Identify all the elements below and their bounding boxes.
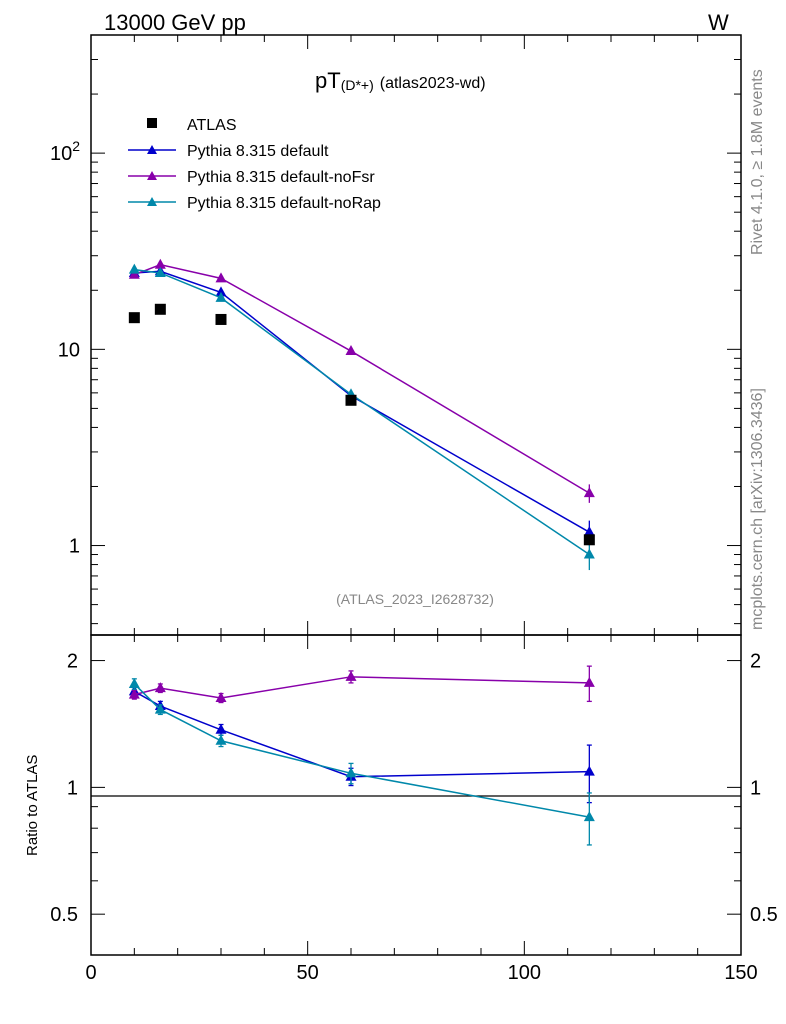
ratio-line-pythia-8-315-default [133,690,590,778]
point-pythia-8-315-default-nofsr [154,258,166,269]
ratio-y-tick-label-right: 0.5 [750,904,778,926]
ratio-point-pythia-8-315-default-nofsr [583,676,595,687]
atlas-data-point [154,303,166,315]
x-tick-label: 0 [85,962,96,984]
legend-marker-atlas [147,118,157,128]
ratio-point-pythia-8-315-default [215,723,227,734]
atlas-data-point [583,534,595,546]
ratio-frame [90,634,742,956]
ratio-point-pythia-8-315-default [583,765,595,776]
legend-marker-default [147,145,157,154]
point-pythia-8-315-default-norap [215,291,227,302]
header-right: W [708,10,729,35]
atlas-data-points [128,303,595,546]
ratio-series-layer [128,665,595,846]
series-line-pythia-8-315-default-norap [134,268,590,556]
x-tick-label: 150 [724,962,757,984]
point-pythia-8-315-default-norap [154,266,166,277]
ratio-point-pythia-8-315-default-nofsr [128,688,140,699]
x-tick-label: 100 [508,962,541,984]
title-tail: (atlas2023-wd) [380,75,486,92]
x-axis-ticks: 0 50 100 150 [85,35,758,984]
ratio-point-pythia-8-315-default-norap [128,677,140,688]
main-y-tick-label: 102 [50,138,80,165]
point-pythia-8-315-default [215,286,227,297]
ratio-y-tick-label-left: 0.5 [50,904,78,926]
ratio-point-pythia-8-315-default-nofsr [345,670,357,681]
ratio-point-pythia-8-315-default-norap [215,734,227,745]
legend: ATLAS Pythia 8.315 default Pythia 8.315 … [128,117,381,212]
rivet-label: Rivet 4.1.0, ≥ 1.8M events [749,69,766,255]
ratio-point-pythia-8-315-default-nofsr [154,682,166,693]
point-pythia-8-315-default-norap [128,263,140,274]
x-tick-label: 50 [297,962,319,984]
atlas-data-point [215,313,227,325]
ratio-y-tick-label-right: 1 [750,777,761,799]
ratio-line-pythia-8-315-default-nofsr [134,676,590,699]
series-line-pythia-8-315-default-nofsr [134,263,590,494]
main-y-tick-label: 10 [58,339,80,361]
analysis-tag: (ATLAS_2023_I2628732) [336,591,494,607]
mcplots-label: mcplots.cern.ch [arXiv:1306.3436] [749,388,766,630]
main-y-tick-label: 1 [69,536,80,558]
point-pythia-8-315-default-nofsr [128,268,140,279]
point-pythia-8-315-default-nofsr [215,272,227,283]
atlas-data-point [345,394,357,406]
title-main: pT [315,68,341,93]
atlas-data-point [128,312,140,324]
ratio-point-pythia-8-315-default-norap [583,811,595,822]
legend-marker-nofsr [147,171,157,180]
ratio-point-pythia-8-315-default-norap [154,703,166,714]
point-pythia-8-315-default-nofsr [345,345,357,356]
ratio-y-tick-label-right: 2 [750,651,761,673]
ratio-y-ticks: 0.5 0.5 1 1 2 2 [50,651,778,956]
legend-label-default: Pythia 8.315 default [187,143,329,160]
ratio-point-pythia-8-315-default-nofsr [215,691,227,702]
ratio-y-tick-label-left: 1 [67,777,78,799]
title-sub: (D*+) [341,77,374,93]
point-pythia-8-315-default-nofsr [583,487,595,498]
legend-label-nofsr: Pythia 8.315 default-noFsr [187,169,375,186]
point-pythia-8-315-default [583,526,595,537]
chart-title: pT(D*+) (atlas2023-wd) [315,68,486,93]
ratio-point-pythia-8-315-default-norap [345,767,357,778]
point-pythia-8-315-default-norap [583,548,595,559]
legend-label-norap: Pythia 8.315 default-noRap [187,195,381,212]
main-y-ticks: 1 10 102 [50,34,741,625]
ratio-y-axis-label: Ratio to ATLAS [24,755,41,856]
legend-label-atlas: ATLAS [187,117,237,134]
header-left: 13000 GeV pp [104,10,246,35]
main-series-layer [128,258,595,571]
legend-marker-norap [147,197,157,206]
ratio-line-pythia-8-315-default-norap [133,683,590,818]
ratio-y-tick-label-left: 2 [67,651,78,673]
